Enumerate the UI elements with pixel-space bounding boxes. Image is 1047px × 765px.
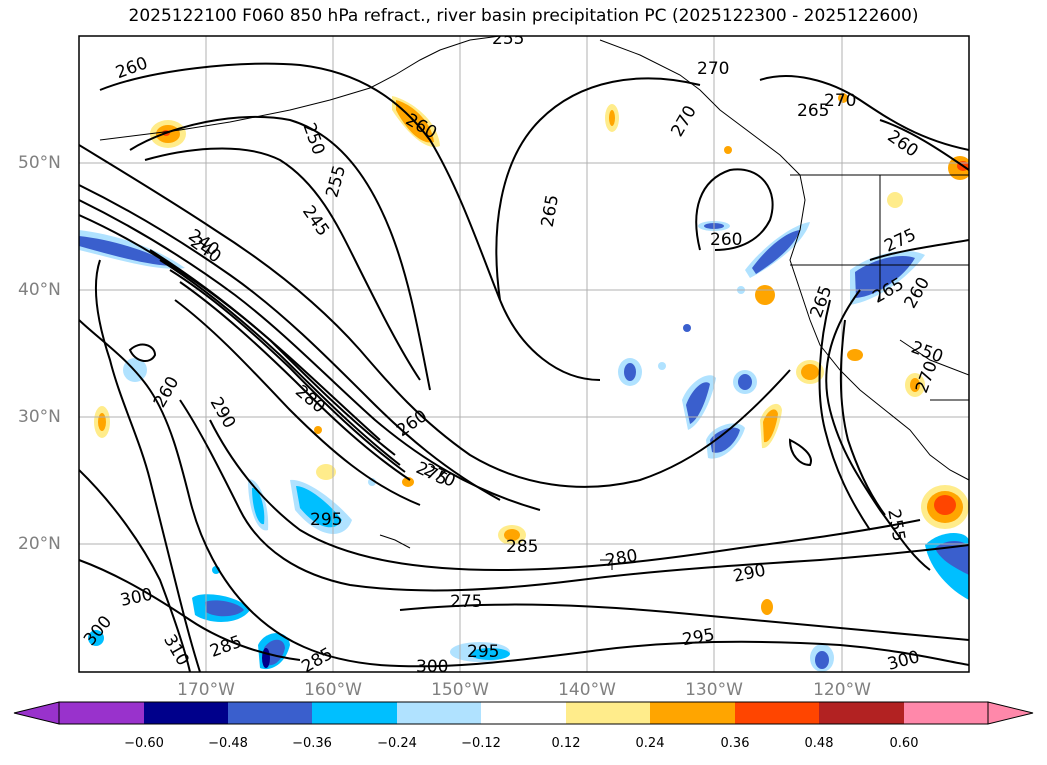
refractivity-contours bbox=[79, 62, 969, 672]
contour-label: 295 bbox=[467, 642, 499, 662]
colorbar-segment bbox=[819, 702, 904, 724]
contour-label: 285 bbox=[506, 537, 538, 557]
lat-label: 50°N bbox=[18, 153, 61, 173]
colorbar-segment bbox=[904, 702, 988, 724]
contour-label: 295 bbox=[310, 510, 342, 530]
colorbar bbox=[13, 701, 1034, 725]
colorbar-segment bbox=[650, 702, 735, 724]
colorbar-segment bbox=[397, 702, 481, 724]
colorbar-segment bbox=[228, 702, 312, 724]
colorbar-extend-low bbox=[14, 702, 59, 724]
colorbar-extend-high bbox=[988, 702, 1033, 724]
contour-label: 275 bbox=[450, 592, 482, 612]
colorbar-tick: 0.36 bbox=[720, 736, 750, 751]
colorbar-segment bbox=[735, 702, 819, 724]
colorbar-tick: 0.48 bbox=[804, 736, 834, 751]
colorbar-tick: 0.24 bbox=[635, 736, 665, 751]
map-panel: 255 260 270 265 270 260 250 255 260 265 … bbox=[78, 29, 970, 677]
contour-label: 260 bbox=[710, 230, 742, 250]
colorbar-tick: 0.12 bbox=[551, 736, 581, 751]
lat-label: 30°N bbox=[18, 407, 61, 427]
colorbar-tick: 0.60 bbox=[889, 736, 919, 751]
colorbar-segment bbox=[59, 702, 144, 724]
colorbar-segment bbox=[566, 702, 650, 724]
lon-label: 170°W bbox=[177, 680, 235, 700]
contour-label: 300 bbox=[416, 657, 448, 677]
contour-label: 265 bbox=[797, 101, 829, 121]
colorbar-tick: −0.48 bbox=[208, 736, 248, 751]
map-frame bbox=[78, 35, 970, 673]
contour-label: 270 bbox=[697, 59, 729, 79]
lon-label: 130°W bbox=[685, 680, 743, 700]
precipitation-shading bbox=[79, 93, 969, 672]
colorbar-segment bbox=[144, 702, 228, 724]
colorbar-tick: −0.24 bbox=[377, 736, 417, 751]
colorbar-tick: −0.36 bbox=[292, 736, 332, 751]
lon-label: 160°W bbox=[304, 680, 362, 700]
lon-label: 120°W bbox=[813, 680, 871, 700]
coastlines bbox=[99, 36, 969, 570]
colorbar-segment bbox=[481, 702, 566, 724]
lon-label: 140°W bbox=[558, 680, 616, 700]
lat-label: 20°N bbox=[18, 534, 61, 554]
colorbar-tick: −0.60 bbox=[124, 736, 164, 751]
contour-label: 255 bbox=[492, 29, 524, 49]
colorbar-tick: −0.12 bbox=[461, 736, 501, 751]
map-title: 2025122100 F060 850 hPa refract., river … bbox=[128, 6, 919, 26]
graticule bbox=[79, 36, 969, 672]
lat-label: 40°N bbox=[18, 280, 61, 300]
lon-label: 150°W bbox=[431, 680, 489, 700]
colorbar-segment bbox=[312, 702, 397, 724]
contour-label: 270 bbox=[824, 91, 856, 111]
